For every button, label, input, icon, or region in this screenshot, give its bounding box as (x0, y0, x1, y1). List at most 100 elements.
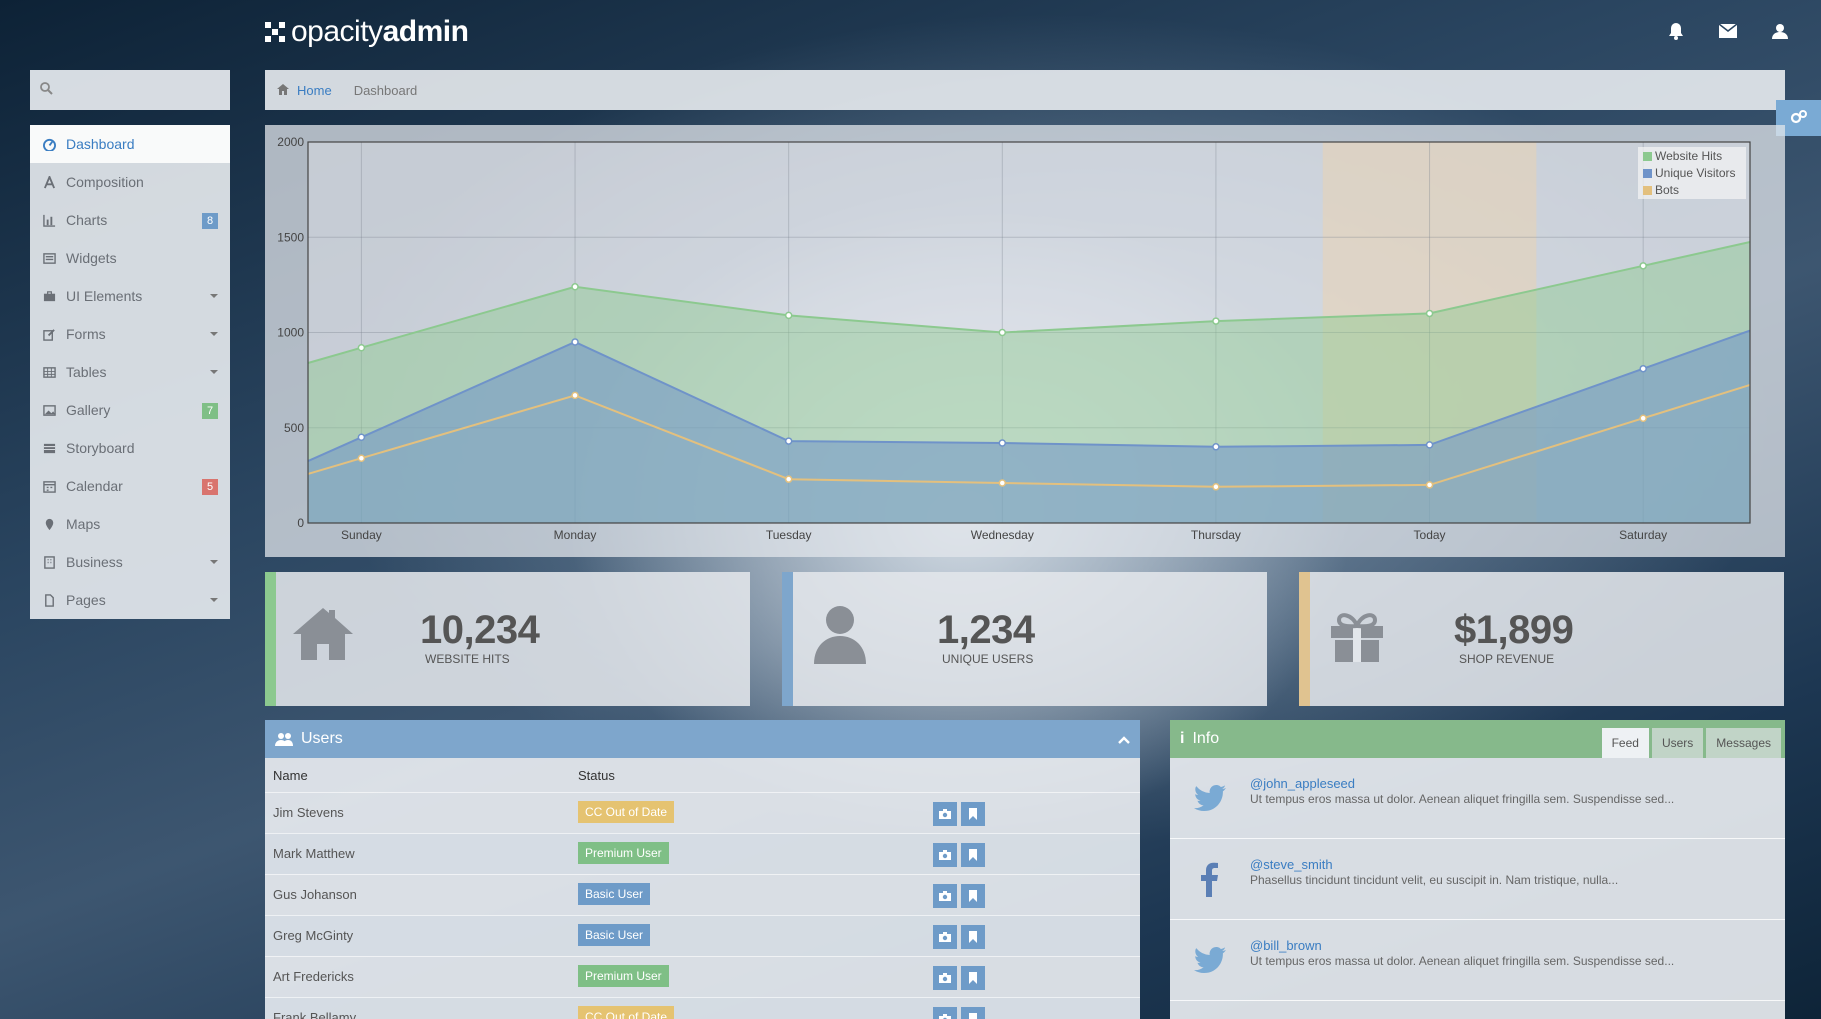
stat-card-shop-revenue: $1,899 SHOP REVENUE (1299, 572, 1784, 706)
chevron-up-icon[interactable] (1118, 732, 1130, 750)
feed-username-link[interactable]: @bill_brown (1250, 938, 1322, 953)
sidebar-item-gallery[interactable]: Gallery 7 (30, 391, 230, 429)
bookmark-icon[interactable] (961, 802, 985, 826)
feed-text: Phasellus tincidunt tincidunt velit, eu … (1250, 873, 1619, 887)
breadcrumb-home-link[interactable]: Home (297, 82, 332, 98)
sidebar-item-label: Calendar (66, 478, 123, 494)
area-unique-visitors (308, 330, 1750, 523)
breadcrumb-current: Dashboard (353, 82, 418, 98)
sidebar-item-dashboard[interactable]: Dashboard (30, 125, 230, 163)
caret-down-icon (210, 370, 218, 374)
cogs-icon (1790, 109, 1808, 128)
stat-label: WEBSITE HITS (425, 652, 510, 666)
sidebar-item-composition[interactable]: Composition (30, 163, 230, 201)
status-badge: Basic User (578, 924, 651, 946)
feed-item: @bill_brown Ut tempus eros massa ut dolor… (1170, 920, 1785, 1001)
y-tick-label: 2000 (277, 135, 304, 149)
logo-mark-icon (265, 22, 285, 42)
feed-username-link[interactable]: @john_appleseed (1250, 776, 1356, 791)
status-badge: Basic User (578, 883, 651, 905)
users-panel: Users Name Status Jim Stevens CC Out of D… (265, 720, 1140, 1019)
data-point (1639, 364, 1647, 373)
caret-down-icon (210, 332, 218, 336)
bookmark-icon[interactable] (961, 966, 985, 990)
sidebar-item-widgets[interactable]: Widgets (30, 239, 230, 277)
data-point (357, 433, 366, 442)
envelope-icon[interactable] (1717, 20, 1739, 42)
table-icon (42, 365, 56, 379)
users-group-icon (275, 732, 293, 746)
storyboard-icon (42, 441, 56, 455)
bell-icon[interactable] (1665, 20, 1687, 42)
sidebar-item-calendar[interactable]: Calendar 5 (30, 467, 230, 505)
sidebar-item-label: Maps (66, 516, 101, 532)
user-name: Gus Johanson (273, 887, 357, 902)
stat-card-unique-users: 1,234 UNIQUE USERS (782, 572, 1267, 706)
sidebar-item-storyboard[interactable]: Storyboard (30, 429, 230, 467)
legend-label: Website Hits (1655, 149, 1722, 163)
x-tick-label: Sunday (341, 528, 382, 542)
table-row: Frank Bellamy CC Out of Date (265, 997, 1140, 1019)
legend-box (1638, 147, 1746, 199)
tab-users[interactable]: Users (1651, 728, 1704, 758)
edit-icon (42, 327, 56, 341)
user-icon[interactable] (1769, 20, 1791, 42)
user-name: Mark Matthew (273, 846, 355, 861)
stat-value: 10,234 (420, 608, 540, 652)
data-point (1639, 414, 1647, 422)
sidebar: Dashboard Composition Charts 8 Widgets UI Ele… (30, 125, 230, 619)
data-point (1425, 441, 1434, 449)
sidebar-item-ui-elements[interactable]: UI Elements (30, 277, 230, 315)
user-name: Jim Stevens (273, 805, 344, 820)
sidebar-item-business[interactable]: Business (30, 543, 230, 581)
caret-down-icon (210, 294, 218, 298)
sidebar-item-label: UI Elements (66, 288, 143, 304)
data-point (357, 343, 366, 352)
y-tick-label: 1500 (277, 230, 304, 244)
data-point (1639, 262, 1647, 270)
data-point (784, 475, 793, 483)
info-panel-header: i Info Feed Users Messages (1170, 720, 1785, 758)
data-point (1425, 309, 1434, 318)
home-icon (277, 83, 289, 98)
sidebar-item-forms[interactable]: Forms (30, 315, 230, 353)
breadcrumb: Home Dashboard (265, 70, 1785, 110)
twitter-icon (1190, 778, 1230, 818)
user-name: Greg McGinty (273, 928, 354, 943)
bookmark-icon[interactable] (961, 884, 985, 908)
camera-icon[interactable] (933, 1007, 957, 1019)
camera-icon[interactable] (933, 843, 957, 867)
y-tick-label: 0 (297, 516, 304, 530)
camera-icon[interactable] (933, 884, 957, 908)
status-badge: Premium User (578, 965, 669, 987)
bookmark-icon[interactable] (961, 1007, 985, 1019)
camera-icon[interactable] (933, 925, 957, 949)
sidebar-item-charts[interactable]: Charts 8 (30, 201, 230, 239)
tab-feed[interactable]: Feed (1601, 728, 1649, 758)
legend-swatch (1643, 152, 1652, 161)
user-name: Art Fredericks (273, 969, 354, 984)
tab-messages[interactable]: Messages (1706, 728, 1781, 758)
sidebar-item-maps[interactable]: Maps (30, 505, 230, 543)
sidebar-item-tables[interactable]: Tables (30, 353, 230, 391)
sidebar-item-pages[interactable]: Pages (30, 581, 230, 619)
data-point (1425, 481, 1434, 489)
sidebar-search (30, 70, 230, 110)
dashboard-icon (42, 137, 56, 151)
gift-icon (1325, 602, 1389, 666)
brand-logo[interactable]: opacity admin (265, 14, 469, 50)
search-input[interactable] (61, 81, 225, 99)
data-point (1212, 483, 1220, 491)
y-tick-label: 1000 (277, 326, 304, 340)
bookmark-icon[interactable] (961, 843, 985, 867)
x-tick-label: Monday (554, 528, 597, 542)
feed-username-link[interactable]: @steve_smith (1250, 857, 1333, 872)
row-actions (933, 843, 985, 867)
table-row: Jim Stevens CC Out of Date (265, 792, 1140, 833)
camera-icon[interactable] (933, 802, 957, 826)
bookmark-icon[interactable] (961, 925, 985, 949)
chart-legend: Website Hits Unique Visitors Bots (1638, 147, 1746, 199)
camera-icon[interactable] (933, 966, 957, 990)
users-table-body: Jim Stevens CC Out of Date Mark Matthew Pre… (265, 792, 1140, 1019)
status-badge: Premium User (578, 842, 669, 864)
